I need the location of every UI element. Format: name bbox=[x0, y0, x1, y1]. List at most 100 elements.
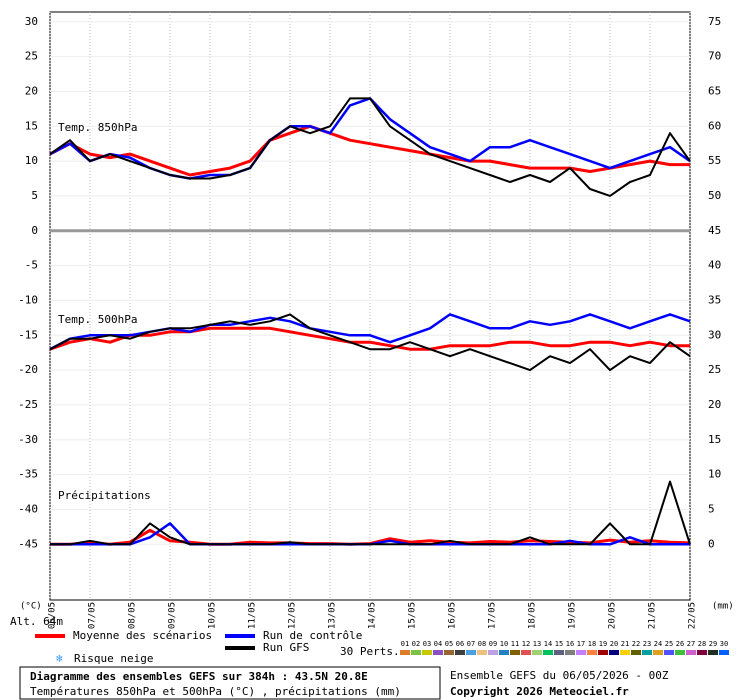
pert-label: 29 bbox=[709, 640, 717, 648]
x-tick-label: 14/05 bbox=[368, 602, 378, 629]
y-tick-label: -10 bbox=[18, 293, 38, 306]
pert-swatch bbox=[697, 650, 707, 655]
pert-swatch bbox=[653, 650, 663, 655]
copyright: Copyright 2026 Meteociel.fr bbox=[450, 685, 629, 698]
x-tick-label: 16/05 bbox=[448, 602, 458, 629]
pert-label: 20 bbox=[610, 640, 618, 648]
pert-label: 18 bbox=[588, 640, 596, 648]
pert-label: 09 bbox=[489, 640, 497, 648]
x-tick-label: 22/05 bbox=[688, 602, 698, 629]
title-box bbox=[19, 666, 441, 700]
y2-tick-label: 55 bbox=[708, 154, 721, 167]
y2-tick-label: 45 bbox=[708, 224, 721, 237]
pert-label: 25 bbox=[665, 640, 673, 648]
pert-swatch bbox=[554, 650, 564, 655]
y-axis-label: (°C) bbox=[20, 602, 42, 612]
pert-swatch bbox=[708, 650, 718, 655]
x-tick-label: 08/05 bbox=[128, 602, 138, 629]
x-tick-label: 19/05 bbox=[568, 602, 578, 629]
legend-label: Moyenne des scénarios bbox=[73, 629, 212, 642]
y-tick-label: 10 bbox=[25, 154, 38, 167]
y-tick-label: 25 bbox=[25, 50, 38, 63]
pert-label: 19 bbox=[599, 640, 607, 648]
y-tick-label: 0 bbox=[31, 224, 38, 237]
pert-swatch bbox=[587, 650, 597, 655]
y2-tick-label: 50 bbox=[708, 189, 721, 202]
y2-tick-label: 65 bbox=[708, 84, 721, 97]
pert-label: 22 bbox=[632, 640, 640, 648]
series-line bbox=[50, 480, 691, 546]
x-tick-label: 09/05 bbox=[168, 602, 178, 629]
pert-label: 24 bbox=[654, 640, 662, 648]
series-line bbox=[49, 313, 691, 372]
panel-label: Précipitations bbox=[58, 489, 151, 502]
pert-swatch bbox=[719, 650, 729, 655]
pert-label: 10 bbox=[500, 640, 508, 648]
pert-swatch bbox=[499, 650, 509, 655]
chart-title: Diagramme des ensembles GEFS sur 384h : … bbox=[30, 670, 368, 683]
pert-swatch bbox=[675, 650, 685, 655]
pert-label: 16 bbox=[566, 640, 574, 648]
pert-label: 01 bbox=[401, 640, 409, 648]
pert-label: 14 bbox=[544, 640, 552, 648]
pert-swatch bbox=[620, 650, 630, 655]
pert-label: 12 bbox=[522, 640, 530, 648]
pert-label: 27 bbox=[687, 640, 695, 648]
y2-axis-label: (mm) bbox=[712, 602, 734, 612]
pert-swatch bbox=[466, 650, 476, 655]
x-tick-label: 07/05 bbox=[88, 602, 98, 629]
pert-label: 28 bbox=[698, 640, 706, 648]
y2-tick-label: 40 bbox=[708, 259, 721, 272]
pert-swatch bbox=[543, 650, 553, 655]
y-tick-label: 20 bbox=[25, 84, 38, 97]
pert-swatch bbox=[598, 650, 608, 655]
x-tick-label: 10/05 bbox=[208, 602, 218, 629]
y-tick-label: -20 bbox=[18, 363, 38, 376]
pert-swatch bbox=[642, 650, 652, 655]
pert-swatch bbox=[444, 650, 454, 655]
y2-tick-label: 0 bbox=[708, 537, 715, 550]
x-tick-label: 13/05 bbox=[328, 602, 338, 629]
pert-swatch bbox=[532, 650, 542, 655]
x-tick-label: 20/05 bbox=[608, 602, 618, 629]
pert-label: 06 bbox=[456, 640, 464, 648]
pert-swatch bbox=[422, 650, 432, 655]
pert-label: 08 bbox=[478, 640, 486, 648]
x-tick-label: 17/05 bbox=[488, 602, 498, 629]
y2-tick-label: 35 bbox=[708, 293, 721, 306]
series-line bbox=[49, 124, 690, 177]
pert-label: 02 bbox=[412, 640, 420, 648]
chart-subtitle: Températures 850hPa et 500hPa (°C) , pré… bbox=[30, 685, 401, 698]
snow-label: Risque neige bbox=[74, 652, 153, 665]
legend-label: Run GFS bbox=[263, 641, 309, 654]
x-tick-label: 18/05 bbox=[528, 602, 538, 629]
altitude: Alt. 64m bbox=[10, 615, 63, 628]
pert-swatch bbox=[576, 650, 586, 655]
y2-tick-label: 5 bbox=[708, 502, 715, 515]
legend-label: Run de contrôle bbox=[263, 629, 362, 642]
y-tick-label: -25 bbox=[18, 398, 38, 411]
x-tick-label: 06/05 bbox=[48, 602, 58, 629]
pert-swatch bbox=[477, 650, 487, 655]
y2-tick-label: 20 bbox=[708, 398, 721, 411]
panel-label: Temp. 850hPa bbox=[58, 121, 137, 134]
y-tick-label: -5 bbox=[25, 259, 38, 272]
pert-label: 05 bbox=[445, 640, 453, 648]
pert-label: 11 bbox=[511, 640, 519, 648]
pert-swatch bbox=[664, 650, 674, 655]
panel-label: Temp. 500hPa bbox=[58, 313, 137, 326]
pert-label: 26 bbox=[676, 640, 684, 648]
pert-swatch bbox=[488, 650, 498, 655]
pert-swatch bbox=[521, 650, 531, 655]
y-tick-label: -40 bbox=[18, 502, 38, 515]
y2-tick-label: 60 bbox=[708, 119, 721, 132]
y-tick-label: -45 bbox=[18, 537, 38, 550]
y2-tick-label: 70 bbox=[708, 50, 721, 63]
pert-swatch bbox=[455, 650, 465, 655]
pert-label: 17 bbox=[577, 640, 585, 648]
y-tick-label: 5 bbox=[31, 189, 38, 202]
pert-label: 30 bbox=[720, 640, 728, 648]
pert-swatch bbox=[411, 650, 421, 655]
pert-label: 15 bbox=[555, 640, 563, 648]
pert-swatch bbox=[631, 650, 641, 655]
